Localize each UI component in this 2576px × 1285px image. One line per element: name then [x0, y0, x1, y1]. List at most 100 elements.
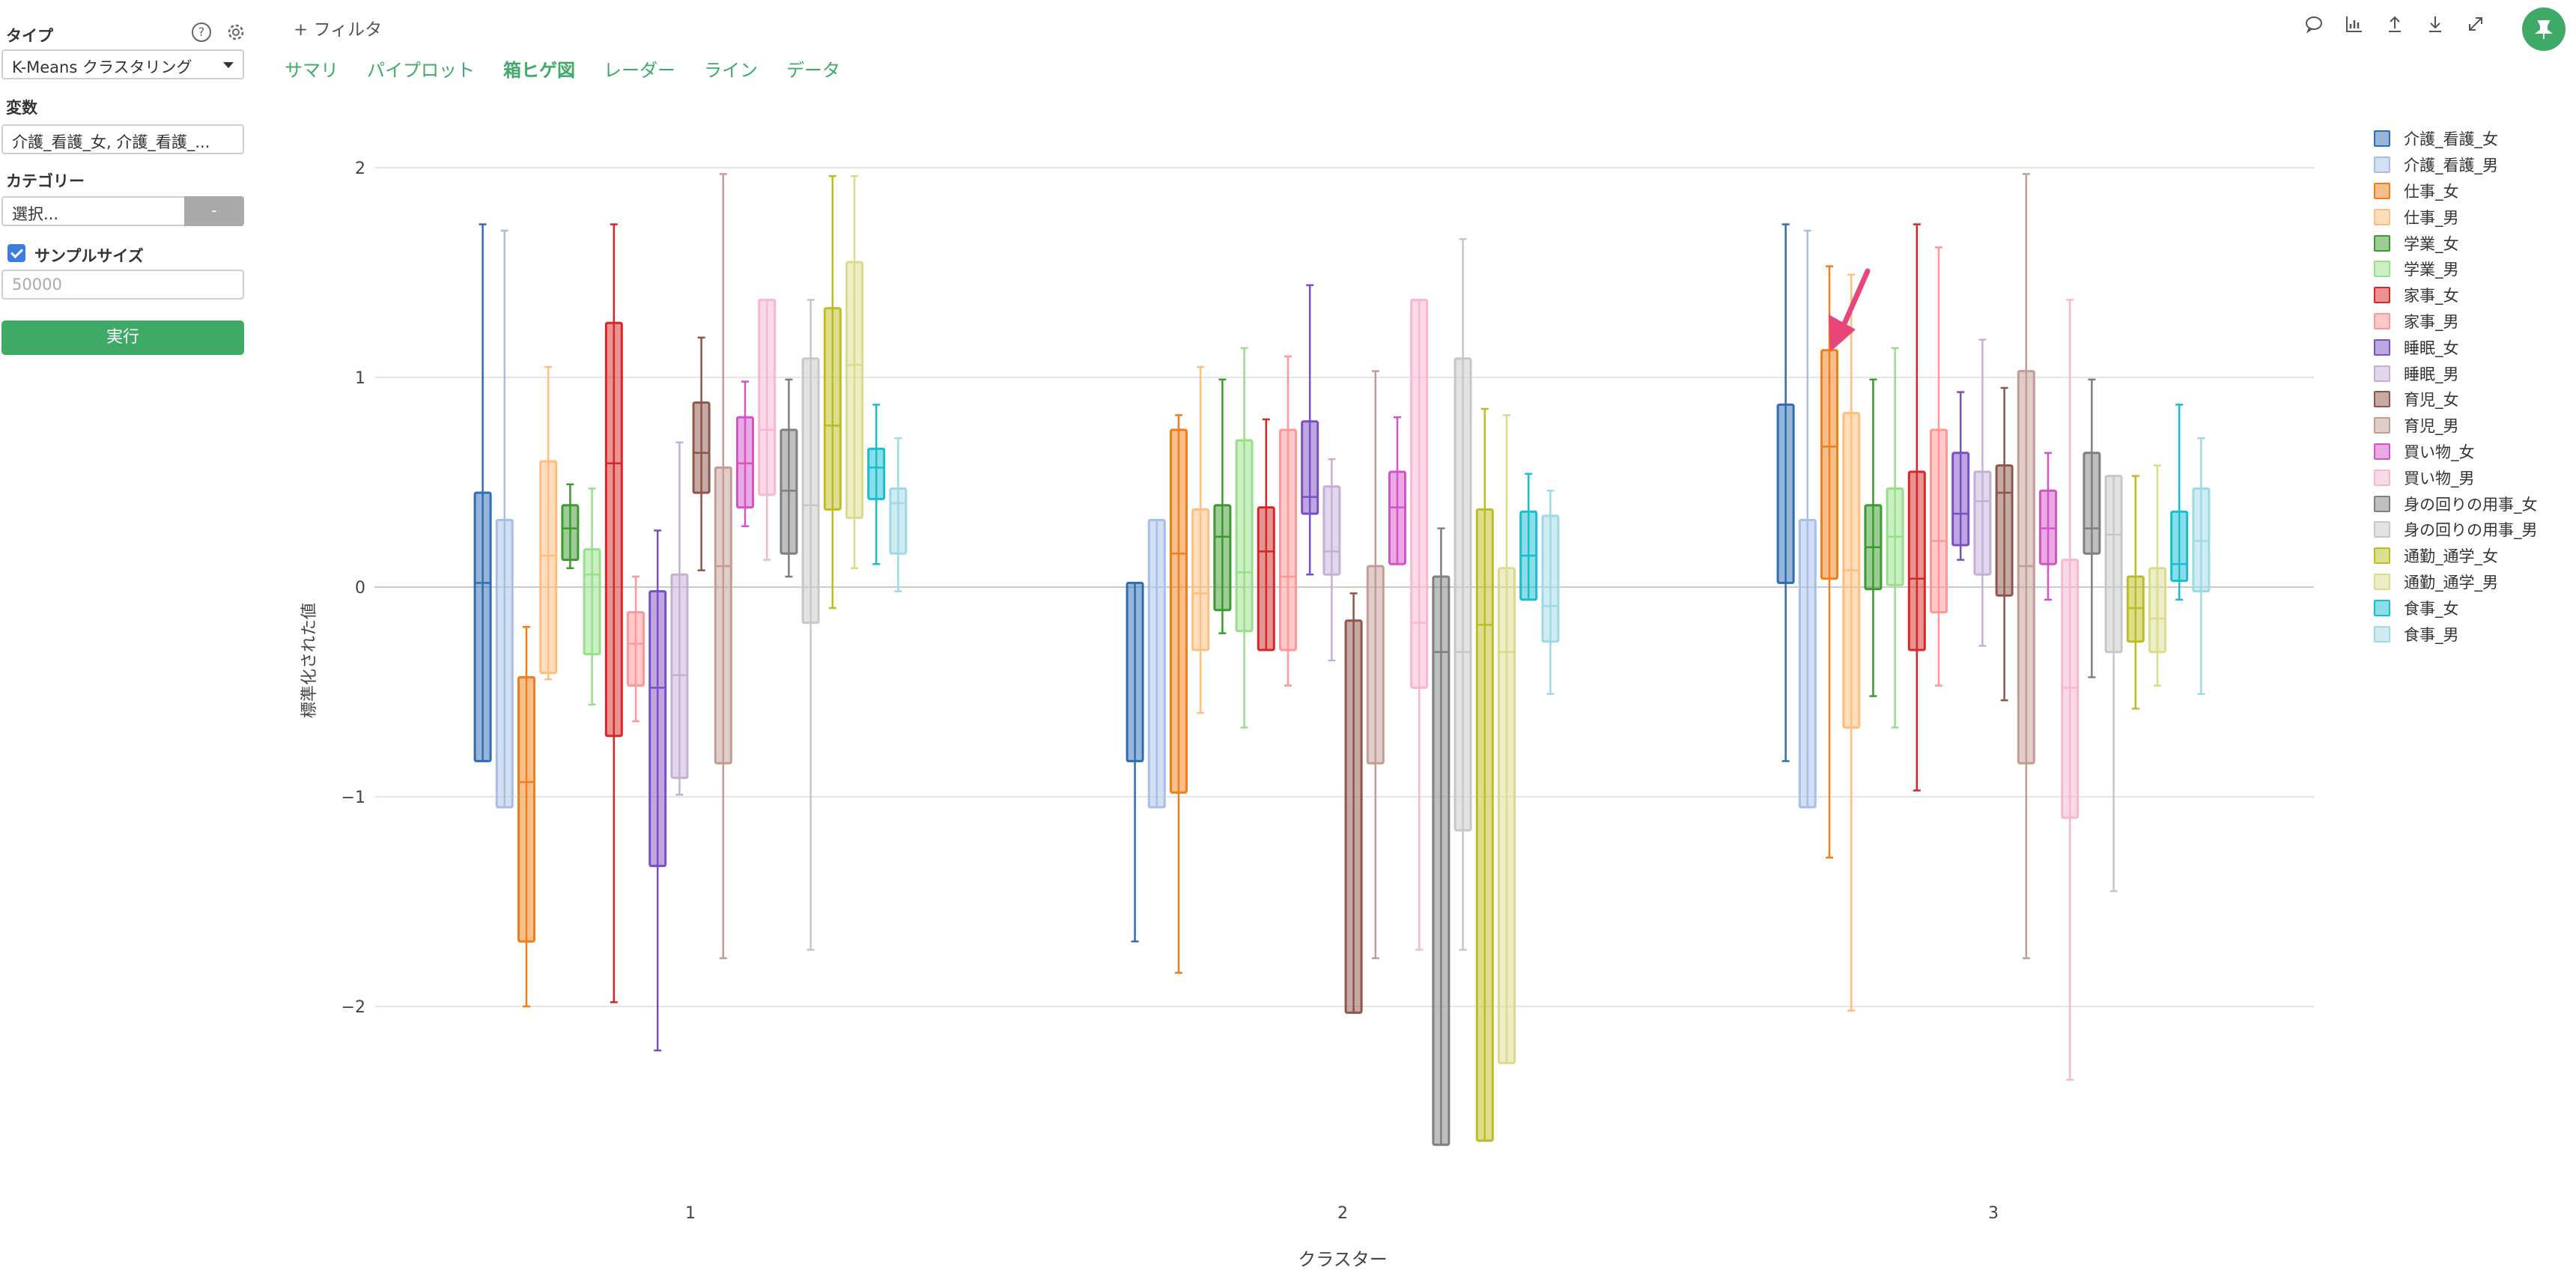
box[interactable] — [2039, 489, 2057, 565]
expand-icon[interactable] — [2465, 13, 2486, 34]
box[interactable] — [670, 573, 689, 780]
box[interactable] — [1907, 470, 1926, 651]
box[interactable] — [867, 447, 886, 500]
box[interactable] — [780, 428, 798, 555]
legend-swatch — [2374, 312, 2390, 329]
box[interactable] — [823, 307, 842, 511]
box[interactable] — [1191, 508, 1210, 651]
comment-icon[interactable] — [2303, 13, 2324, 34]
tab-data[interactable]: データ — [786, 60, 840, 81]
tab-radar[interactable]: レーダー — [604, 60, 675, 81]
category-select[interactable]: 選択... — [1, 196, 186, 226]
box[interactable] — [1301, 420, 1319, 515]
download-icon[interactable] — [2425, 13, 2446, 34]
box[interactable] — [1170, 428, 1188, 794]
tab-summary[interactable]: サマリ — [285, 60, 338, 81]
box[interactable] — [1995, 464, 2014, 597]
box[interactable] — [714, 466, 732, 765]
box[interactable] — [495, 518, 514, 809]
variables-input[interactable]: 介護_看護_女, 介護_看護_... — [1, 124, 244, 154]
box[interactable] — [1798, 518, 1817, 809]
box[interactable] — [627, 611, 645, 687]
box[interactable] — [1410, 298, 1429, 689]
box[interactable] — [539, 460, 558, 675]
box[interactable] — [2061, 559, 2080, 819]
box[interactable] — [889, 487, 908, 555]
legend-item[interactable]: 育児_女 — [2374, 386, 2538, 413]
box[interactable] — [2104, 475, 2123, 654]
box[interactable] — [648, 590, 667, 867]
box[interactable] — [1432, 575, 1450, 1146]
filter-button[interactable]: + フィルタ — [294, 20, 383, 40]
type-value: K-Means クラスタリング — [12, 58, 192, 76]
box[interactable] — [1930, 428, 1948, 614]
legend-item[interactable]: 育児_男 — [2374, 413, 2538, 439]
tab-boxplot[interactable]: 箱ヒゲ図 — [503, 60, 575, 81]
legend-item[interactable]: 身の回りの用事_男 — [2374, 517, 2538, 543]
box[interactable] — [1388, 470, 1406, 565]
box[interactable] — [736, 416, 754, 509]
pin-button[interactable] — [2522, 7, 2566, 51]
legend-item[interactable]: 買い物_男 — [2374, 464, 2538, 490]
type-select[interactable]: K-Means クラスタリング — [1, 49, 244, 79]
help-icon[interactable]: ? — [192, 22, 211, 42]
legend-item[interactable]: 食事_男 — [2374, 621, 2538, 647]
category-clear-button[interactable]: - — [184, 196, 244, 226]
legend-item[interactable]: 睡眠_男 — [2374, 360, 2538, 386]
legend-item[interactable]: 睡眠_女 — [2374, 334, 2538, 360]
legend-item[interactable]: 介護_看護_男 — [2374, 152, 2538, 178]
box[interactable] — [1453, 357, 1472, 832]
box[interactable] — [604, 321, 623, 738]
box[interactable] — [1147, 518, 1166, 809]
box[interactable] — [692, 401, 711, 494]
legend-item[interactable]: 家事_女 — [2374, 282, 2538, 309]
box[interactable] — [583, 548, 601, 656]
box[interactable] — [517, 675, 535, 943]
run-button[interactable]: 実行 — [1, 321, 244, 355]
box[interactable] — [1541, 514, 1560, 643]
box[interactable] — [845, 261, 863, 520]
legend-item[interactable]: 食事_女 — [2374, 595, 2538, 621]
sample-size-input[interactable]: 50000 — [1, 270, 244, 300]
box[interactable] — [2083, 452, 2101, 555]
box[interactable] — [1973, 470, 1992, 576]
upload-icon[interactable] — [2384, 13, 2405, 34]
box[interactable] — [1475, 508, 1494, 1142]
box[interactable] — [758, 298, 777, 496]
box[interactable] — [1213, 504, 1232, 612]
gear-icon[interactable] — [225, 21, 247, 43]
box[interactable] — [1498, 567, 1516, 1065]
legend-item[interactable]: 仕事_女 — [2374, 178, 2538, 204]
legend-item[interactable]: 仕事_男 — [2374, 204, 2538, 230]
legend-item[interactable]: 学業_男 — [2374, 256, 2538, 282]
box[interactable] — [1776, 403, 1795, 584]
sample-size-checkbox[interactable] — [7, 244, 25, 262]
tab-pie-plot[interactable]: パイプロット — [367, 60, 475, 81]
box[interactable] — [1279, 428, 1297, 651]
box[interactable] — [1322, 485, 1341, 576]
box[interactable] — [2017, 370, 2035, 765]
legend-item[interactable]: 学業_女 — [2374, 230, 2538, 256]
box[interactable] — [1344, 619, 1363, 1014]
box[interactable] — [2170, 510, 2189, 583]
box[interactable] — [2126, 575, 2145, 643]
box[interactable] — [2148, 567, 2166, 654]
chart-icon[interactable] — [2344, 13, 2365, 34]
box[interactable] — [561, 504, 580, 562]
box[interactable] — [1126, 581, 1144, 762]
legend-item[interactable]: 通勤_通学_女 — [2374, 543, 2538, 569]
box[interactable] — [1366, 565, 1385, 765]
legend-item[interactable]: 家事_男 — [2374, 309, 2538, 335]
legend-item[interactable]: 通勤_通学_男 — [2374, 569, 2538, 595]
legend-item[interactable]: 買い物_女 — [2374, 439, 2538, 465]
box[interactable] — [2192, 487, 2211, 593]
tab-line[interactable]: ライン — [704, 60, 758, 81]
box[interactable] — [473, 491, 492, 762]
box[interactable] — [1235, 439, 1254, 633]
legend-item[interactable]: 身の回りの用事_女 — [2374, 490, 2538, 517]
box[interactable] — [1820, 349, 1838, 580]
box[interactable] — [1257, 506, 1275, 651]
legend-item[interactable]: 介護_看護_女 — [2374, 126, 2538, 152]
box[interactable] — [801, 357, 820, 625]
box[interactable] — [1951, 452, 1970, 547]
